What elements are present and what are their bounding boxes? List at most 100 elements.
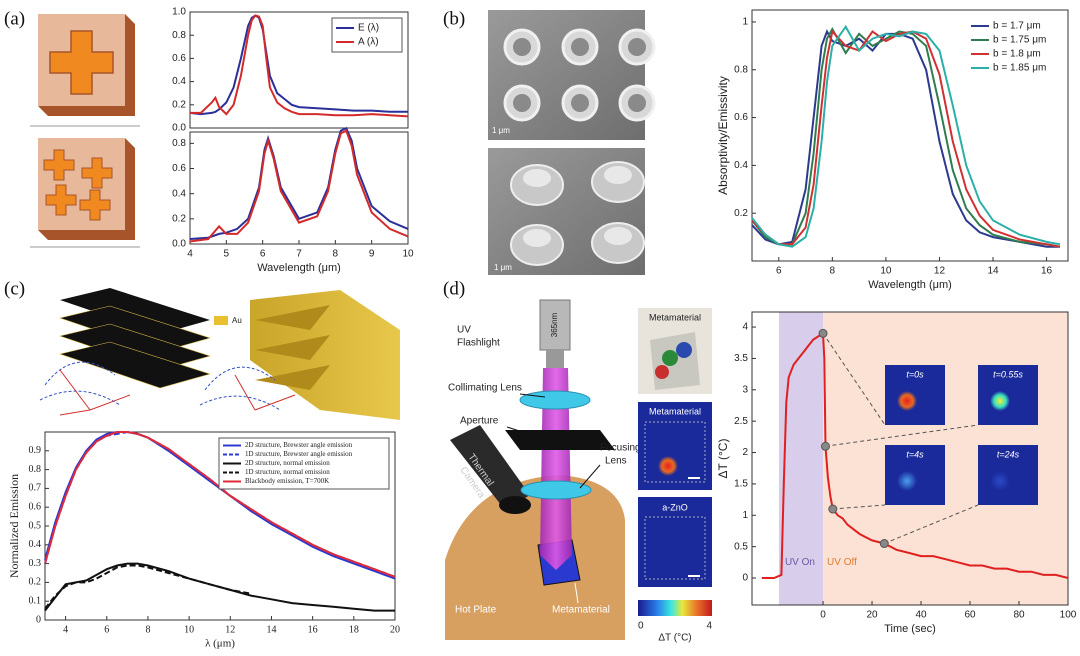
x-tick-label: 10 [184, 624, 194, 635]
region-label: UV Off [827, 557, 857, 568]
y-tick-label: 0.9 [29, 445, 42, 456]
x-tick-label: 100 [1060, 610, 1077, 621]
y-axis-label: Normalized Emission [7, 474, 21, 578]
setup-label: 365nm [550, 312, 559, 337]
x-tick-label: 10 [402, 249, 414, 260]
data-line [44, 562, 395, 612]
y-tick-label: 0.6 [29, 501, 42, 512]
y-tick-label: 0.2 [29, 577, 42, 588]
x-tick-label: 14 [266, 624, 276, 635]
x-tick-label: 14 [987, 266, 999, 277]
legend-label: A (λ) [358, 37, 379, 48]
leader-line [822, 333, 886, 426]
data-line [190, 14, 409, 118]
data-point [879, 539, 889, 549]
legend-label: Au [232, 316, 242, 325]
data-point [828, 504, 838, 514]
x-tick-label: 6 [260, 249, 266, 260]
setup-label: Metamaterial [552, 605, 610, 616]
y-tick-label: 0.2 [734, 208, 748, 219]
setup-label: Flashlight [457, 338, 500, 349]
legend-label: 1D structure, normal emission [245, 468, 330, 476]
plot-frame [44, 431, 396, 621]
data-line [44, 564, 252, 610]
thermal-image [638, 497, 712, 587]
x-axis-label: Time (sec) [884, 623, 936, 635]
x-tick-label: 60 [964, 610, 976, 621]
x-tick-label: 12 [934, 266, 946, 277]
inset-spot [990, 471, 1010, 491]
legend-label: E (λ) [358, 23, 379, 34]
legend-swatch [214, 316, 228, 325]
x-tick-label: 6 [776, 266, 782, 277]
panel-label: (b) [443, 8, 465, 29]
x-tick-label: 16 [1041, 266, 1053, 277]
x-axis-label: Wavelength (μm) [868, 279, 952, 291]
legend-box [331, 17, 403, 53]
y-tick-label: 0.5 [29, 520, 42, 531]
x-tick-label: 8 [145, 624, 150, 635]
x-tick-label: 20 [390, 624, 400, 635]
legend-label: b = 1.7 μm [993, 21, 1041, 32]
scale-bar-label: 1 μm [492, 126, 510, 135]
setup-label: Hot Plate [455, 605, 497, 616]
y-tick-label: 1.5 [734, 479, 748, 490]
gold-pyramids [199, 290, 400, 420]
leader-line [884, 504, 979, 544]
y-tick-label: 1.0 [172, 7, 186, 18]
x-tick-label: 12 [225, 624, 235, 635]
legend-label: b = 1.85 μm [993, 63, 1046, 74]
panel-label: (a) [4, 8, 25, 29]
data-line [761, 331, 1069, 579]
x-tick-label: 8 [333, 249, 339, 260]
x-tick-label: 20 [866, 610, 878, 621]
y-axis-label: Absorptivity/Emissivity [716, 76, 730, 195]
data-point [818, 328, 828, 338]
y-tick-label: 0.8 [172, 138, 186, 149]
legend-label: b = 1.75 μm [993, 35, 1046, 46]
y-axis-label: ΔT (°C) [716, 439, 730, 479]
sem-image-bottom: 1 μm [488, 148, 645, 275]
inset-label: t=24s [997, 449, 1020, 459]
x-axis-label: λ (μm) [205, 638, 235, 650]
x-tick-label: 40 [915, 610, 927, 621]
x-tick-label: 4 [187, 249, 193, 260]
setup-label: Focusing [600, 443, 641, 454]
x-axis-label: Wavelength (μm) [257, 262, 341, 274]
image-label: Metamaterial [649, 312, 701, 322]
y-tick-label: 1 [742, 510, 748, 521]
x-tick-label: 0 [820, 610, 826, 621]
image-label: a-ZnO [662, 502, 688, 512]
x-tick-label: 4 [63, 624, 68, 635]
x-tick-label: 18 [349, 624, 359, 635]
scale-bar-label: 1 μm [494, 263, 512, 272]
x-tick-label: 7 [296, 249, 302, 260]
inset-label: t=0s [906, 369, 924, 379]
y-tick-label: 0.8 [29, 464, 42, 475]
y-tick-label: 0.4 [734, 160, 748, 171]
y-tick-label: 0 [742, 573, 748, 584]
colorbar-label: 0 [638, 621, 644, 632]
region-label: UV On [785, 557, 815, 568]
y-tick-label: 0.6 [172, 163, 186, 174]
x-tick-label: 9 [369, 249, 375, 260]
data-line [751, 27, 1061, 248]
colorbar [638, 600, 712, 616]
plot-frame [751, 9, 1069, 262]
plot-frame [189, 11, 409, 129]
y-tick-label: 0.4 [29, 539, 42, 550]
setup-diagram [445, 299, 625, 640]
y-tick-label: 2.5 [734, 416, 748, 427]
leader-line [832, 504, 886, 510]
y-tick-label: 0.7 [29, 483, 42, 494]
panel-label: (d) [443, 278, 465, 299]
inset-label: t=4s [906, 449, 924, 459]
legend-label: 2D structure, normal emission [245, 459, 330, 467]
y-tick-label: 0.8 [734, 64, 748, 75]
y-tick-label: 1 [742, 17, 748, 28]
data-line [44, 431, 396, 578]
cross-array-tile [30, 138, 140, 248]
cross-tile [30, 14, 140, 127]
plot-frame [189, 131, 409, 245]
y-tick-label: 3.5 [734, 353, 748, 364]
